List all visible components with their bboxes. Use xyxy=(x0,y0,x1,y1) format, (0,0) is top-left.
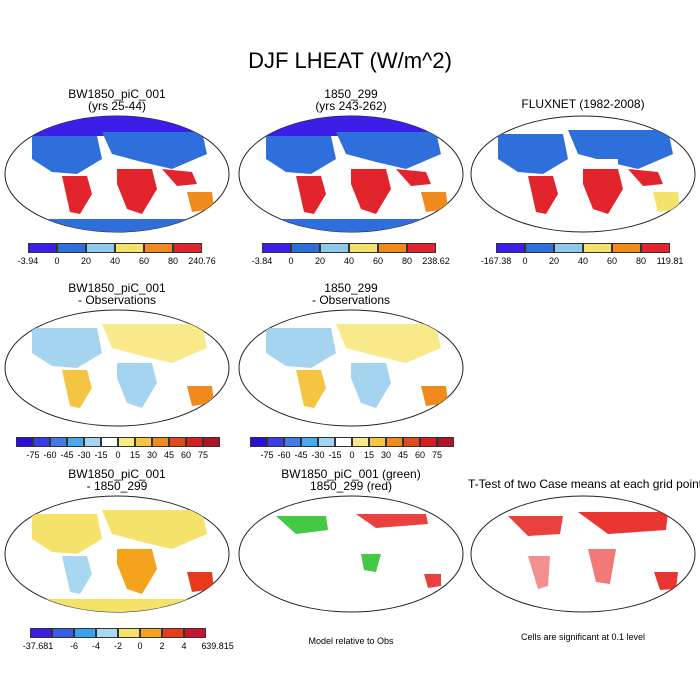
world-map xyxy=(470,495,696,613)
colorbar-tick: 45 xyxy=(163,450,175,460)
colorbar-labels: -3.94 0 20 40 60 80 240.76 xyxy=(18,256,216,268)
panel-title-line2: - Observations xyxy=(77,293,157,307)
main-title: DJF LHEAT (W/m^2) xyxy=(248,48,452,73)
colorbar-tick: 15 xyxy=(129,450,141,460)
note-significance: Cells are significant at 0.1 level xyxy=(520,632,646,642)
colorbar-labels: -75 -60 -45 -30 -15 0 15 30 45 60 75 xyxy=(250,450,454,462)
colorbar-tick: 0 xyxy=(54,256,60,266)
colorbar-min: -37.681 xyxy=(22,641,54,651)
colorbar-tick: 60 xyxy=(414,450,426,460)
colorbar-tick: -45 xyxy=(60,450,74,460)
panel-title-line1: 1850_299 xyxy=(324,281,378,295)
colorbar-tick: 15 xyxy=(363,450,375,460)
colorbar-case-diff xyxy=(30,628,206,638)
colorbar-min: -3.84 xyxy=(251,256,273,266)
colorbar-obs xyxy=(496,243,670,253)
colorbar-labels: -75 -60 -45 -30 -15 0 15 30 45 60 75 xyxy=(16,450,220,462)
colorbar-tick: 0 xyxy=(115,450,121,460)
colorbar-min: -3.94 xyxy=(17,256,39,266)
colorbar-tick: 20 xyxy=(80,256,92,266)
colorbar-tick: -2 xyxy=(113,641,123,651)
panel-title-line1: 1850_299 xyxy=(324,87,378,101)
world-map xyxy=(238,309,464,427)
colorbar-tick: 60 xyxy=(180,450,192,460)
panel-title-line2: (yrs 25-44) xyxy=(87,99,146,113)
colorbar-tick: 0 xyxy=(137,641,143,651)
colorbar-tick: 60 xyxy=(372,256,384,266)
colorbar-labels: -37.681 -6 -4 -2 0 2 4 6 39.815 xyxy=(23,641,234,653)
colorbar-tick: 0 xyxy=(288,256,294,266)
panel-title-line2: - 1850_299 xyxy=(86,479,148,493)
colorbar-tick: -6 xyxy=(69,641,79,651)
colorbar-tick: 40 xyxy=(343,256,355,266)
colorbar-tick: -60 xyxy=(277,450,291,460)
colorbar-tick: 20 xyxy=(314,256,326,266)
world-map xyxy=(238,115,464,233)
panel-title-line2: (yrs 243-262) xyxy=(315,99,387,113)
colorbar-case1 xyxy=(28,243,202,253)
colorbar-tick: -30 xyxy=(77,450,91,460)
colorbar-max: 240.76 xyxy=(188,256,216,266)
world-map xyxy=(238,495,464,613)
colorbar-tick: -15 xyxy=(94,450,108,460)
world-map xyxy=(4,495,230,613)
panel-title-line1: T-Test of two Case means at each grid po… xyxy=(468,477,700,491)
panel-title-line1: BW1850_piC_001 xyxy=(68,467,166,481)
colorbar-tick: 75 xyxy=(431,450,443,460)
colorbar-diff-case2 xyxy=(250,437,454,447)
colorbar-tick: 20 xyxy=(548,256,560,266)
colorbar-tick: 30 xyxy=(146,450,158,460)
colorbar-tick: 2 xyxy=(159,641,165,651)
colorbar-tick: 60 xyxy=(138,256,150,266)
world-map xyxy=(4,309,230,427)
panel-title-line1: BW1850_piC_001 xyxy=(68,87,166,101)
colorbar-tick: -4 xyxy=(91,641,101,651)
note-model-relative: Model relative to Obs xyxy=(308,636,394,646)
colorbar-tick: 0 xyxy=(522,256,528,266)
world-map xyxy=(470,115,696,233)
colorbar-labels: -167.38 0 20 40 60 80 119.81 xyxy=(481,256,684,268)
colorbar-max: 238.62 xyxy=(422,256,450,266)
colorbar-tick: 40 xyxy=(109,256,121,266)
panel-title-line1: BW1850_piC_001 (green) xyxy=(281,467,421,481)
colorbar-tick: 60 xyxy=(606,256,618,266)
colorbar-tick: 80 xyxy=(401,256,413,266)
colorbar-tick: 0 xyxy=(349,450,355,460)
colorbar-tick: 80 xyxy=(635,256,647,266)
colorbar-tick: -15 xyxy=(328,450,342,460)
colorbar-tick: -60 xyxy=(43,450,57,460)
colorbar-case2 xyxy=(262,243,436,253)
colorbar-tick: -30 xyxy=(311,450,325,460)
colorbar-tick: -75 xyxy=(26,450,40,460)
panel-title-line2: 1850_299 (red) xyxy=(309,479,393,493)
colorbar-tick: -75 xyxy=(260,450,274,460)
colorbar-tick: 40 xyxy=(577,256,589,266)
colorbar-tick: 4 xyxy=(181,641,187,651)
colorbar-min: -167.38 xyxy=(480,256,512,266)
colorbar-tick: 80 xyxy=(167,256,179,266)
colorbar-tick: 6 xyxy=(201,641,207,651)
colorbar-tick: 30 xyxy=(380,450,392,460)
panel-title-line1: FLUXNET (1982-2008) xyxy=(521,97,645,111)
world-map xyxy=(4,115,230,233)
colorbar-max: 39.815 xyxy=(206,641,234,651)
colorbar-labels: -3.84 0 20 40 60 80 238.62 xyxy=(252,256,450,268)
colorbar-tick: -45 xyxy=(294,450,308,460)
colorbar-tick: 45 xyxy=(397,450,409,460)
colorbar-max: 119.81 xyxy=(656,256,684,266)
panel-title-line1: BW1850_piC_001 xyxy=(68,281,166,295)
colorbar-diff-case1 xyxy=(16,437,220,447)
panel-title-line2: - Observations xyxy=(311,293,391,307)
colorbar-tick: 75 xyxy=(197,450,209,460)
